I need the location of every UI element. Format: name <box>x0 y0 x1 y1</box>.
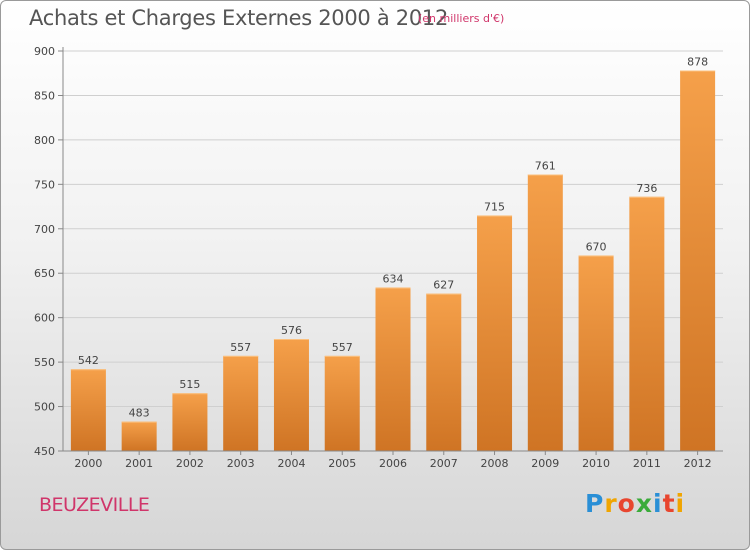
chart-title: Achats et Charges Externes 2000 à 2012 <box>29 6 449 30</box>
bar-value-label: 542 <box>78 354 99 367</box>
y-tick-label: 650 <box>34 267 55 280</box>
bar-value-label: 483 <box>129 407 150 420</box>
bar-value-label: 515 <box>179 378 200 391</box>
y-tick-label: 500 <box>34 401 55 414</box>
y-tick-label: 450 <box>34 445 55 458</box>
logo-letter: i <box>675 489 686 518</box>
bar-value-label: 715 <box>484 200 505 213</box>
x-tick-label: 2004 <box>277 457 305 470</box>
y-tick-label: 550 <box>34 356 55 369</box>
y-tick-label: 850 <box>34 89 55 102</box>
y-tick-label: 800 <box>34 134 55 147</box>
x-tick-label: 2011 <box>633 457 661 470</box>
x-tick-label: 2003 <box>227 457 255 470</box>
y-tick-label: 700 <box>34 223 55 236</box>
logo-letter: x <box>635 489 653 518</box>
x-tick-label: 2000 <box>74 457 102 470</box>
bar-value-label: 576 <box>281 324 302 337</box>
bar-value-label: 634 <box>383 272 404 285</box>
bar-value-label: 627 <box>433 279 454 292</box>
bar-value-label: 736 <box>636 182 657 195</box>
bar-value-label: 557 <box>230 341 251 354</box>
logo-letter: o <box>617 489 636 518</box>
x-tick-label: 2010 <box>582 457 610 470</box>
bar <box>680 70 716 452</box>
logo-letter: t <box>662 489 676 518</box>
x-tick-label: 2008 <box>481 457 509 470</box>
bar <box>324 355 360 451</box>
bar <box>223 355 259 451</box>
bar <box>629 196 665 451</box>
bar <box>578 255 614 451</box>
bar <box>70 369 106 451</box>
bar-value-label: 878 <box>687 56 708 69</box>
x-tick-label: 2002 <box>176 457 204 470</box>
y-tick-label: 750 <box>34 178 55 191</box>
x-tick-label: 2012 <box>684 457 712 470</box>
x-tick-label: 2005 <box>328 457 356 470</box>
bar <box>273 339 309 451</box>
bar-value-label: 557 <box>332 341 353 354</box>
bar-value-label: 670 <box>586 240 607 253</box>
proxiti-logo[interactable]: Proxiti <box>585 489 685 518</box>
x-tick-label: 2007 <box>430 457 458 470</box>
x-tick-label: 2006 <box>379 457 407 470</box>
x-tick-label: 2009 <box>531 457 559 470</box>
x-tick-label: 2001 <box>125 457 153 470</box>
bar <box>477 215 513 451</box>
bar <box>121 421 157 451</box>
logo-letter: r <box>604 489 618 518</box>
bar <box>527 174 563 452</box>
bar <box>172 393 208 451</box>
bar <box>375 287 411 451</box>
bar-value-label: 761 <box>535 160 556 173</box>
commune-name: BEUZEVILLE <box>39 494 150 516</box>
bar <box>426 293 462 451</box>
chart-subtitle: (en milliers d'€) <box>418 12 505 25</box>
logo-letter: i <box>653 489 663 518</box>
y-tick-label: 600 <box>34 312 55 325</box>
logo-letter: P <box>585 489 605 518</box>
y-tick-label: 900 <box>34 45 55 58</box>
